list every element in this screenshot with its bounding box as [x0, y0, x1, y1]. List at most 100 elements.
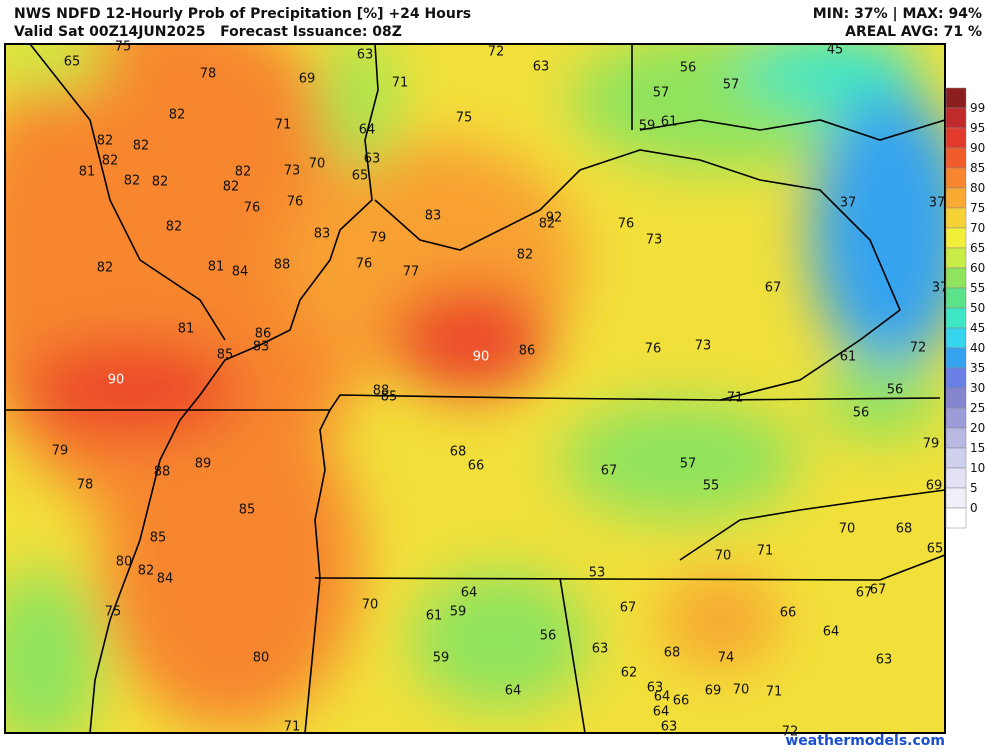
legend-tick-label: 80 — [970, 181, 985, 195]
point-value: 79 — [52, 444, 69, 459]
point-value: 81 — [178, 322, 195, 337]
point-value: 84 — [232, 265, 249, 280]
legend-swatch — [945, 427, 967, 449]
point-value: 56 — [887, 383, 904, 398]
point-value: 57 — [680, 457, 697, 472]
point-value: 88 — [274, 258, 291, 273]
point-value: 86 — [255, 327, 272, 342]
point-value: 59 — [450, 605, 467, 620]
legend-swatch — [945, 87, 967, 109]
legend-swatch — [945, 267, 967, 289]
point-value: 83 — [314, 227, 331, 242]
legend-tick-label: 35 — [970, 361, 985, 375]
point-value: 69 — [926, 479, 943, 494]
legend-tick-label: 15 — [970, 441, 985, 455]
point-value: 75 — [456, 111, 473, 126]
site-credit: weathermodels.com — [785, 733, 945, 749]
point-value: 71 — [284, 720, 301, 735]
map-frame — [4, 43, 946, 734]
point-value: 76 — [244, 201, 261, 216]
point-value: 82 — [124, 174, 141, 189]
point-value: 82 — [138, 564, 155, 579]
min-max: MIN: 37% | MAX: 94% — [813, 6, 982, 22]
point-value: 63 — [661, 720, 678, 735]
point-value: 82 — [102, 154, 119, 169]
point-value: 73 — [284, 164, 301, 179]
point-value: 82 — [539, 217, 556, 232]
point-value: 56 — [680, 61, 697, 76]
point-value: 61 — [661, 115, 678, 130]
point-value: 81 — [208, 260, 225, 275]
legend-tick-label: 45 — [970, 321, 985, 335]
legend-tick-label: 5 — [970, 481, 978, 495]
legend-tick-label: 70 — [970, 221, 985, 235]
point-value: 82 — [235, 165, 252, 180]
legend-swatch — [945, 127, 967, 149]
point-value: 90 — [473, 350, 490, 365]
point-value: 86 — [519, 344, 536, 359]
point-value: 68 — [664, 646, 681, 661]
point-value: 82 — [223, 180, 240, 195]
point-value: 56 — [540, 629, 557, 644]
legend-swatch — [945, 467, 967, 489]
point-value: 88 — [373, 384, 390, 399]
legend-swatch — [945, 107, 967, 129]
point-value: 82 — [97, 261, 114, 276]
point-value: 64 — [505, 684, 522, 699]
legend-tick-label: 0 — [970, 501, 978, 515]
legend-swatch — [945, 227, 967, 249]
point-value: 64 — [653, 705, 670, 720]
legend-tick-label: 25 — [970, 401, 985, 415]
point-value: 62 — [621, 666, 638, 681]
point-value: 80 — [253, 651, 270, 666]
point-value: 71 — [392, 76, 409, 91]
point-value: 82 — [517, 248, 534, 263]
point-value: 85 — [150, 531, 167, 546]
areal-avg: AREAL AVG: 71 % — [845, 24, 982, 40]
legend-tick-label: 10 — [970, 461, 985, 475]
legend-tick-label: 60 — [970, 261, 985, 275]
legend-swatch — [945, 207, 967, 229]
legend-tick-label: 50 — [970, 301, 985, 315]
point-value: 65 — [352, 169, 369, 184]
legend-swatch — [945, 327, 967, 349]
point-value: 66 — [673, 694, 690, 709]
legend-tick-label: 55 — [970, 281, 985, 295]
point-value: 63 — [876, 653, 893, 668]
point-value: 59 — [433, 651, 450, 666]
point-value: 64 — [654, 690, 671, 705]
point-value: 66 — [468, 459, 485, 474]
point-value: 92 — [546, 211, 563, 226]
point-value: 70 — [309, 157, 326, 172]
point-value: 69 — [705, 684, 722, 699]
point-value: 76 — [356, 257, 373, 272]
point-value: 61 — [840, 350, 857, 365]
point-value: 59 — [639, 119, 656, 134]
point-value: 69 — [299, 72, 316, 87]
point-value: 71 — [275, 118, 292, 133]
point-value: 88 — [154, 465, 171, 480]
point-value: 56 — [853, 406, 870, 421]
point-value: 76 — [287, 195, 304, 210]
legend-swatch — [945, 347, 967, 369]
point-value: 82 — [152, 175, 169, 190]
point-value: 66 — [780, 606, 797, 621]
point-value: 73 — [695, 339, 712, 354]
point-value: 79 — [370, 231, 387, 246]
point-value: 89 — [195, 457, 212, 472]
legend-swatch — [945, 387, 967, 409]
point-value: 65 — [927, 542, 944, 557]
point-value: 81 — [79, 165, 96, 180]
legend-swatch — [945, 307, 967, 329]
point-value: 77 — [403, 265, 420, 280]
point-value: 63 — [647, 681, 664, 696]
point-value: 57 — [723, 78, 740, 93]
point-value: 72 — [488, 45, 505, 60]
point-value: 82 — [166, 220, 183, 235]
legend-tick-label: 20 — [970, 421, 985, 435]
point-value: 83 — [425, 209, 442, 224]
point-value: 75 — [105, 605, 122, 620]
legend-tick-label: 30 — [970, 381, 985, 395]
